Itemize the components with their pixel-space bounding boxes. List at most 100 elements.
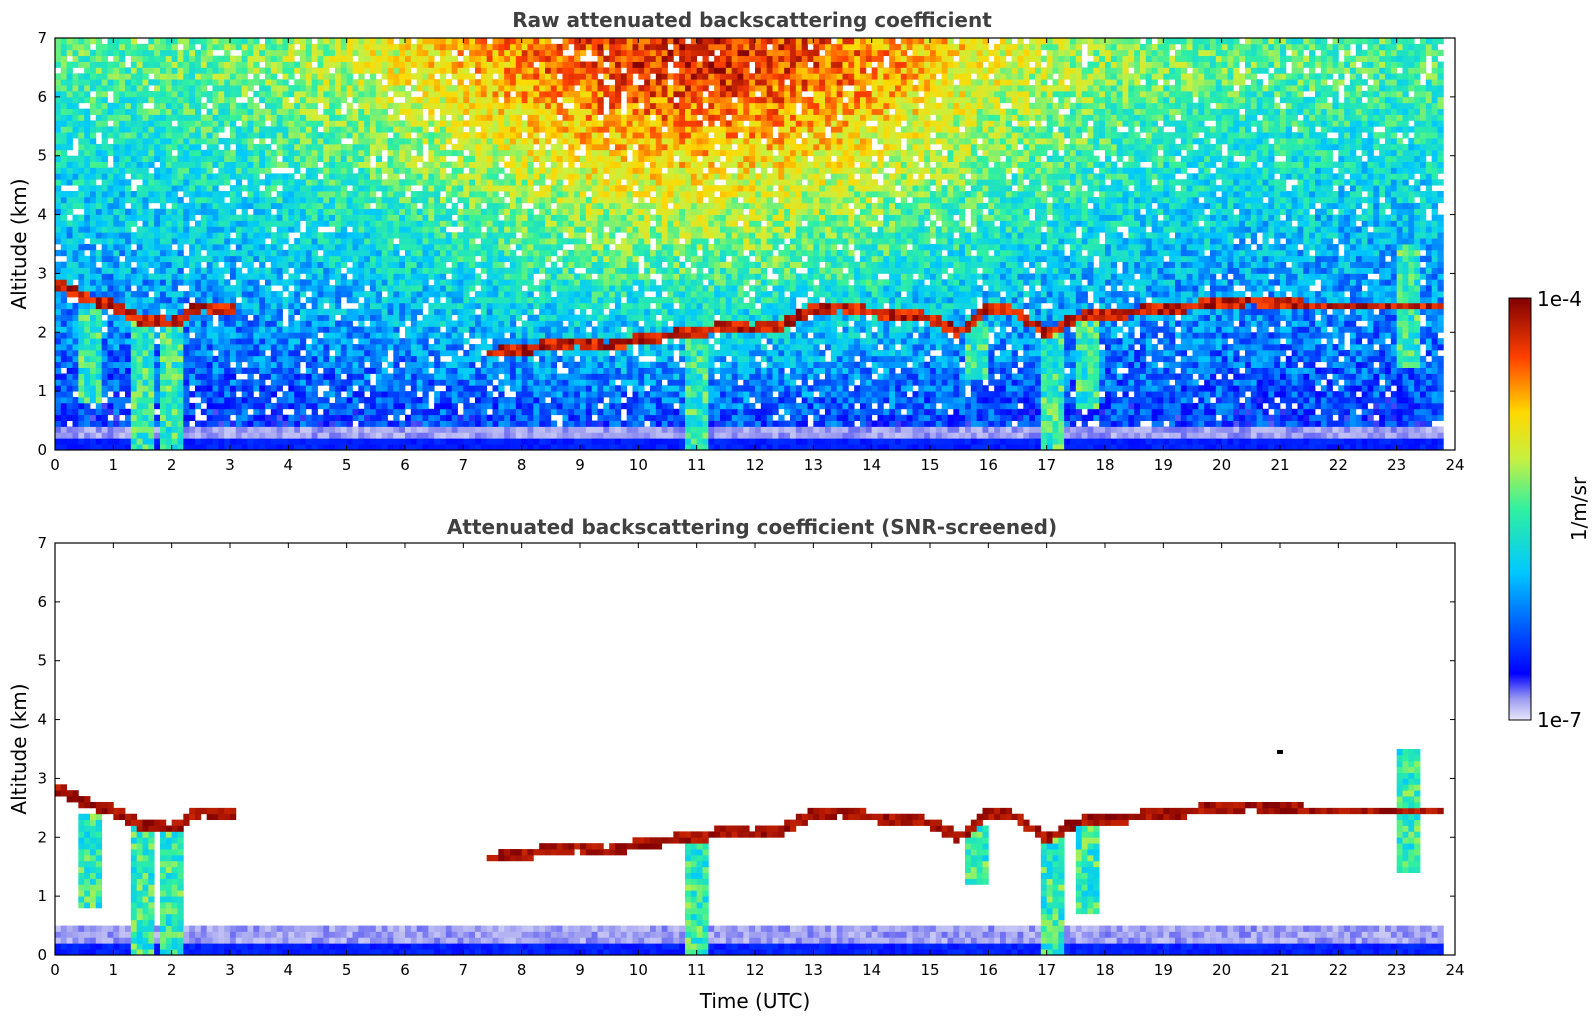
heat-cell xyxy=(457,126,464,133)
heat-cell xyxy=(352,85,359,92)
heat-cell xyxy=(235,73,243,80)
heat-cell xyxy=(235,155,243,162)
heat-cell xyxy=(55,85,62,92)
heat-cell xyxy=(475,355,482,363)
heat-cell xyxy=(235,161,243,168)
heat-cell xyxy=(241,273,248,280)
heat-cell xyxy=(165,349,173,357)
heat-cell xyxy=(381,385,388,392)
heat-cell xyxy=(60,96,68,104)
heat-cell xyxy=(370,308,377,316)
heat-cell xyxy=(224,391,231,398)
heat-cell xyxy=(399,238,406,245)
heat-cell xyxy=(422,161,429,168)
heat-cell xyxy=(66,90,73,98)
heat-cell xyxy=(329,79,336,86)
heat-cell xyxy=(370,85,377,92)
heat-cell xyxy=(329,138,336,145)
heat-cell xyxy=(212,302,219,310)
heat-cell xyxy=(212,244,219,251)
heat-cell xyxy=(405,202,412,210)
heat-cell xyxy=(142,314,149,321)
heat-cell xyxy=(498,361,505,368)
heat-cell xyxy=(370,79,377,86)
heat-cell xyxy=(171,373,178,380)
heat-cell xyxy=(113,420,120,427)
heat-cell xyxy=(183,149,190,157)
heat-cell xyxy=(95,279,103,286)
heat-cell xyxy=(475,320,482,327)
heat-cell xyxy=(66,349,73,357)
heat-cell xyxy=(352,220,359,227)
heat-cell xyxy=(136,61,143,68)
heat-cell xyxy=(212,79,219,86)
heat-cell xyxy=(364,79,371,86)
heat-cell xyxy=(475,138,482,145)
heat-cell xyxy=(410,385,418,392)
heat-cell xyxy=(206,208,213,215)
heat-cell xyxy=(335,361,342,368)
heat-cell xyxy=(457,332,464,339)
heat-cell xyxy=(60,426,68,433)
heat-cell xyxy=(323,55,330,62)
heat-cell xyxy=(340,379,348,386)
heat-cell xyxy=(78,214,85,221)
heat-cell xyxy=(294,408,301,416)
heat-cell xyxy=(259,296,266,304)
heat-cell xyxy=(90,326,97,333)
heat-cell xyxy=(416,179,423,186)
heat-cell xyxy=(440,208,447,215)
heat-cell xyxy=(206,267,213,274)
heat-cell xyxy=(416,102,423,110)
heat-cell xyxy=(247,79,254,86)
heat-cell xyxy=(276,432,283,439)
heat-cell xyxy=(113,108,120,115)
heat-cell xyxy=(136,273,143,280)
heat-cell xyxy=(434,191,441,198)
heat-cell xyxy=(399,397,406,404)
heat-cell xyxy=(78,314,85,321)
heat-cell xyxy=(276,249,283,257)
heat-cell xyxy=(358,302,365,310)
heat-cell xyxy=(294,220,301,227)
heat-cell xyxy=(171,179,178,186)
heat-cell xyxy=(265,285,272,292)
heat-cell xyxy=(119,214,126,221)
heat-cell xyxy=(410,102,418,110)
heat-cell xyxy=(235,320,243,327)
heat-cell xyxy=(335,96,342,104)
heat-cell xyxy=(469,361,476,368)
heat-cell xyxy=(270,302,278,310)
heat-cell xyxy=(410,344,418,351)
heat-cell xyxy=(90,138,97,145)
heat-cell xyxy=(486,285,493,292)
heat-cell xyxy=(486,391,493,398)
heat-cell xyxy=(78,349,85,357)
heat-cell xyxy=(230,249,237,257)
heat-cell xyxy=(212,73,219,80)
heat-cell xyxy=(259,191,266,198)
heat-cell xyxy=(492,314,499,321)
heat-cell xyxy=(405,155,412,162)
heat-cell xyxy=(90,232,97,239)
heat-cell xyxy=(282,49,289,57)
heat-cell xyxy=(416,55,423,62)
heat-cell xyxy=(148,355,155,363)
heat-cell xyxy=(457,191,464,198)
heat-cell xyxy=(212,155,219,162)
heat-cell xyxy=(475,397,482,404)
heat-cell xyxy=(393,426,400,433)
heat-cell xyxy=(195,367,202,374)
heat-cell xyxy=(276,279,283,286)
heat-cell xyxy=(399,132,406,139)
heat-cell xyxy=(253,408,260,416)
heat-cell xyxy=(189,126,196,133)
heat-cell xyxy=(90,61,97,68)
heat-cell xyxy=(364,244,371,251)
heat-cell xyxy=(125,267,132,274)
heat-cell xyxy=(492,385,499,392)
heat-cell xyxy=(399,55,406,62)
heat-cell xyxy=(171,338,178,345)
heat-cell xyxy=(393,191,400,198)
heat-cell xyxy=(101,355,108,363)
